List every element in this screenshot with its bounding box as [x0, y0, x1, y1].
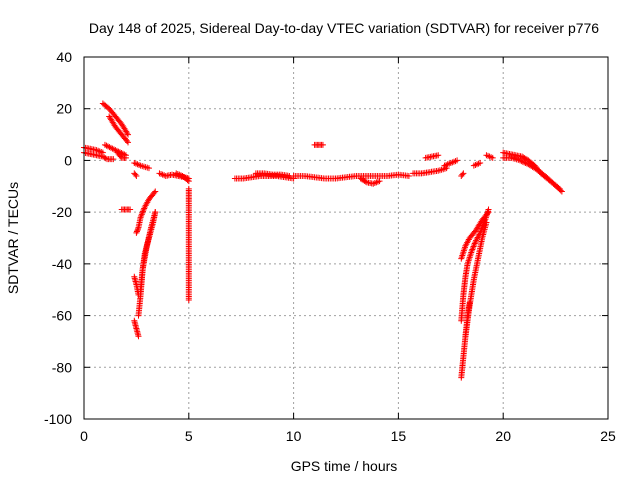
data-point — [124, 130, 131, 137]
data-point — [486, 153, 493, 160]
data-point — [518, 158, 525, 165]
y-tick-label: -100 — [44, 411, 72, 427]
data-point — [137, 214, 144, 221]
axis-ticks: 0 5 10 15 20 25 -100 -80 -60 -40 -20 0 20 40 — [44, 49, 616, 444]
data-point — [362, 178, 369, 185]
data-point — [133, 172, 140, 179]
data-point — [435, 152, 442, 159]
data-point — [145, 165, 152, 172]
data-point — [106, 144, 113, 151]
data-point — [472, 239, 479, 246]
plot-frame — [83, 56, 609, 420]
data-point — [469, 246, 476, 253]
data-point — [184, 177, 191, 184]
x-tick-label: 25 — [600, 428, 616, 444]
data-point — [109, 145, 116, 152]
data-point — [185, 178, 192, 185]
data-point — [125, 139, 132, 146]
data-point — [104, 143, 111, 150]
data-point — [101, 141, 108, 148]
data-point — [474, 161, 480, 168]
y-tick-label: 20 — [56, 101, 72, 117]
data-point — [521, 159, 528, 166]
data-point — [185, 297, 192, 304]
data-point — [134, 227, 141, 234]
data-point — [133, 228, 140, 235]
y-tick-label: -20 — [52, 204, 72, 220]
data-point — [151, 189, 158, 196]
x-tick-label: 0 — [80, 428, 88, 444]
data-point — [127, 206, 134, 213]
data-point — [125, 131, 132, 138]
data-point — [134, 225, 141, 232]
data-point — [471, 240, 478, 247]
data-point — [519, 158, 526, 165]
data-point — [557, 187, 564, 194]
y-tick-label: -40 — [52, 256, 72, 272]
data-point — [319, 141, 326, 148]
y-tick-label: 0 — [64, 152, 72, 168]
x-axis-label: GPS time / hours — [291, 458, 398, 474]
data-point — [110, 146, 117, 153]
data-point — [122, 154, 129, 161]
data-point — [110, 156, 117, 163]
y-tick-label: -80 — [52, 359, 72, 375]
data-point — [454, 157, 461, 164]
data-point — [485, 206, 492, 213]
data-point — [373, 179, 380, 186]
data-point — [133, 229, 140, 236]
data-point — [471, 242, 478, 249]
data-point — [123, 138, 130, 145]
data-point — [141, 205, 148, 212]
data-point — [459, 171, 466, 178]
data-point — [159, 171, 166, 178]
data-point — [107, 144, 114, 151]
x-tick-label: 10 — [286, 428, 302, 444]
data-point — [468, 247, 475, 254]
data-point — [460, 170, 467, 177]
data-point — [522, 160, 529, 167]
data-point — [489, 154, 496, 161]
x-tick-label: 5 — [185, 428, 193, 444]
data-point — [516, 157, 523, 164]
data-point — [139, 208, 146, 215]
x-tick-label: 15 — [391, 428, 407, 444]
data-point — [469, 244, 476, 251]
data-point — [138, 211, 145, 218]
data-point — [483, 219, 490, 226]
data-point — [139, 209, 146, 216]
data-points — [81, 100, 565, 381]
x-tick-label: 20 — [495, 428, 511, 444]
data-point — [558, 188, 565, 195]
grid — [84, 57, 608, 419]
data-point — [152, 209, 159, 216]
y-tick-label: 40 — [56, 49, 72, 65]
data-point — [135, 333, 142, 340]
data-point — [477, 160, 484, 167]
y-axis-label: SDTVAR / TECUs — [5, 182, 21, 294]
data-point — [138, 212, 145, 219]
data-point — [103, 142, 110, 149]
data-point — [405, 172, 412, 179]
data-point — [102, 155, 109, 162]
data-point — [470, 243, 477, 250]
data-point — [132, 171, 139, 178]
data-point — [152, 188, 159, 195]
y-tick-label: -60 — [52, 308, 72, 324]
data-point — [376, 178, 383, 185]
chart-title: Day 148 of 2025, Sidereal Day-to-day VTE… — [89, 20, 599, 36]
data-point — [140, 206, 147, 213]
